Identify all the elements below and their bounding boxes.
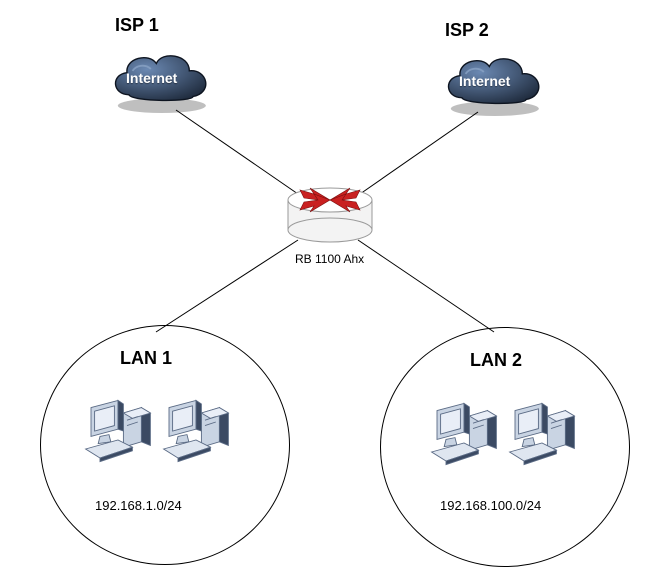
lan2-pc-2 [506, 398, 578, 470]
lan1-subnet: 192.168.1.0/24 [95, 498, 182, 513]
isp1-cloud-label: Internet [126, 70, 177, 86]
lan1-heading: LAN 1 [120, 348, 172, 369]
isp2-heading: ISP 2 [445, 20, 489, 41]
lan2-pc-1 [428, 398, 500, 470]
router-label: RB 1100 Ahx [295, 252, 364, 266]
lan1-pc-1 [82, 395, 154, 467]
lan1-pc-2 [160, 395, 232, 467]
isp1-heading: ISP 1 [115, 15, 159, 36]
router-icon [280, 170, 380, 250]
lan2-heading: LAN 2 [470, 350, 522, 371]
isp2-cloud-label: Internet [459, 73, 510, 89]
diagram-canvas: ISP 1 Internet ISP 2 Internet [0, 0, 662, 575]
lan2-subnet: 192.168.100.0/24 [440, 498, 541, 513]
